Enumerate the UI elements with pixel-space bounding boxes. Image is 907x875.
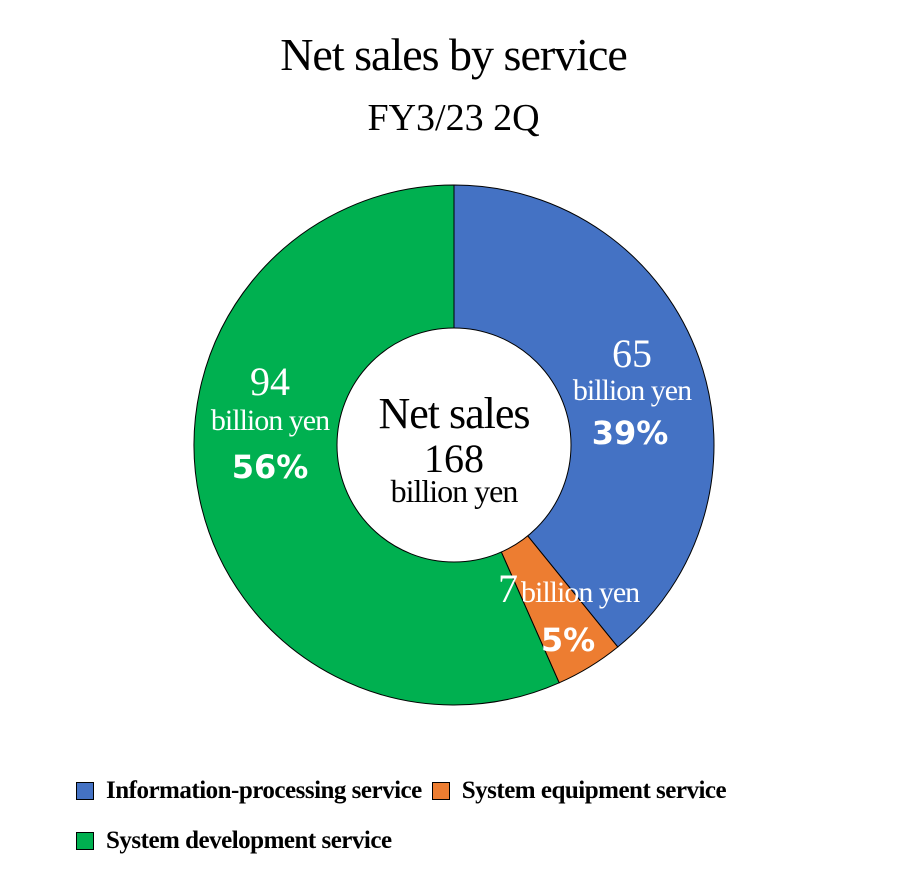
chart-title: Net sales by service [280,29,628,80]
legend-swatch-system-development [76,832,94,850]
legend-item-system-equipment: System equipment service [431,777,727,805]
slice-label-unit-system-development: billion yen [211,404,330,437]
legend-swatch-system-equipment [431,782,450,800]
center-label-total: 168 [424,436,484,481]
legend-item-information-processing: Information-processing service [76,777,422,805]
slice-label-value-system-equipment: 7 [498,566,518,611]
legend-swatch-information-processing [76,782,94,800]
slice-label-percent-system-equipment: 5% [541,621,595,659]
legend-label-system-equipment: System equipment service [461,777,727,804]
center-label-unit: billion yen [391,473,519,509]
chart-subtitle: FY3/23 2Q [367,97,540,139]
donut-hole [336,327,572,563]
slice-label-percent-system-development: 56% [232,448,309,486]
legend-item-system-development: System development service [76,827,392,855]
slice-label-percent-information-processing: 39% [592,414,669,452]
slice-label-value-system-development: 94 [250,359,290,404]
slice-information-processing [453,184,715,648]
center-label-title: Net sales [378,389,529,438]
legend-label-information-processing: Information-processing service [106,777,422,804]
slice-label-value-information-processing: 65 [612,331,652,376]
slice-label-unit-system-equipment: billion yen [521,576,640,609]
legend-label-system-development: System development service [106,827,392,854]
slice-label-unit-information-processing: billion yen [573,374,692,407]
chart-legend: Information-processing service System eq… [76,775,876,875]
